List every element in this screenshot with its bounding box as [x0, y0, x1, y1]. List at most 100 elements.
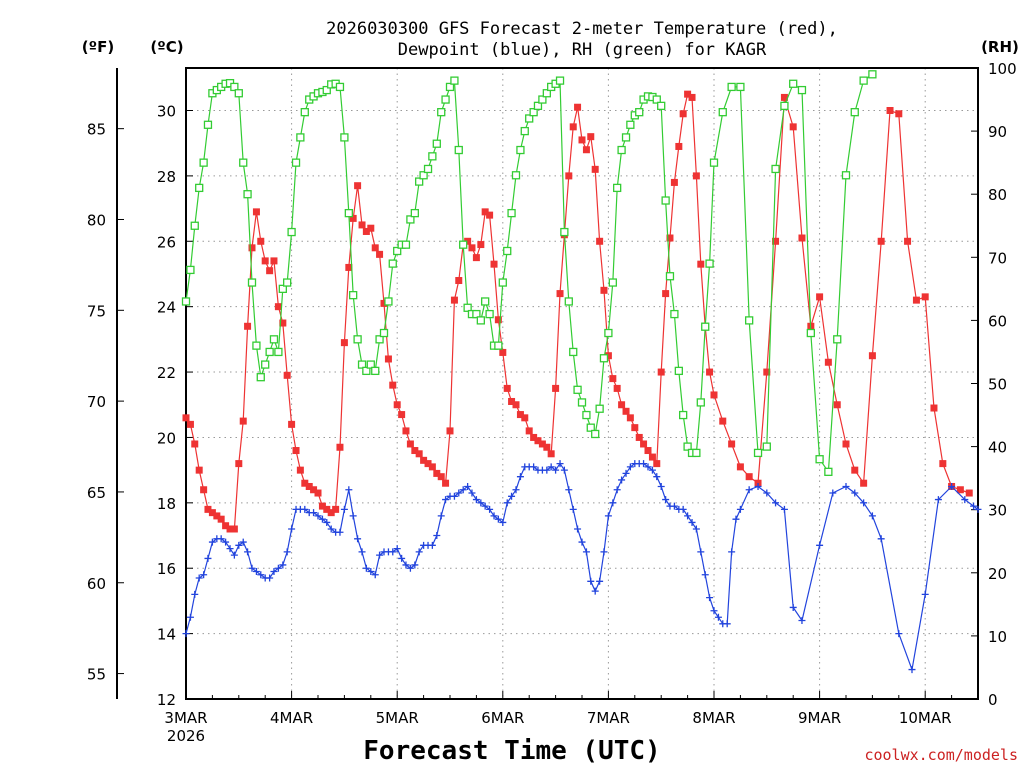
rh-point [419, 171, 428, 180]
dewpoint-point [868, 512, 876, 520]
fahrenheit-tick-label: 75 [87, 302, 106, 320]
rh-point [441, 95, 450, 104]
dewpoint-point [701, 571, 709, 579]
dewpoint-point [556, 460, 564, 468]
rh-point [287, 227, 296, 237]
dewpoint-point [684, 512, 692, 520]
dewpoint-point [530, 463, 538, 471]
series-2-meter-temperature [182, 90, 973, 533]
dewpoint-point [437, 512, 445, 520]
dewpoint-point [692, 525, 700, 533]
dewpoint-point [816, 541, 824, 549]
rh-point [485, 309, 494, 319]
dewpoint-point [508, 492, 516, 500]
temperature-point [530, 433, 538, 441]
dewpoint-point [877, 535, 885, 543]
dewpoint-point [208, 538, 216, 546]
temperature-point [626, 414, 634, 422]
rh-point [753, 448, 763, 458]
dewpoint-point [679, 505, 687, 513]
temperature-point [618, 401, 626, 409]
temperature-point [380, 299, 388, 307]
dewpoint-point [604, 512, 612, 520]
temperature-point [697, 260, 705, 268]
rh-point [555, 76, 565, 85]
rh-point [525, 114, 534, 123]
temperature-point [186, 420, 194, 428]
temperature-point [323, 505, 331, 513]
rh-point [203, 120, 213, 129]
temperature-point [609, 375, 617, 383]
temperature-point [574, 103, 582, 111]
dewpoint-point [428, 541, 436, 549]
temperature-point [688, 93, 696, 101]
dewpoint-point [688, 518, 696, 526]
temperature-point [182, 414, 190, 422]
temperature-point [706, 368, 714, 376]
rh-point [745, 316, 754, 325]
rh-point [591, 429, 600, 439]
rh-point [538, 95, 547, 104]
temperature-point [384, 355, 392, 363]
temperature-point [543, 443, 551, 451]
rh-point [613, 183, 622, 193]
rh-point [789, 79, 798, 88]
temperature-point [248, 244, 256, 252]
dewpoint-point [459, 486, 467, 494]
dewpoint-point [657, 482, 665, 490]
x-tick-label: 8MAR [692, 709, 735, 727]
temperature-point [525, 427, 533, 435]
rh-point [652, 95, 661, 104]
rh-point [256, 373, 265, 382]
dewpoint-point [248, 564, 256, 572]
temperature-point [472, 254, 480, 262]
temperature-point [222, 522, 230, 530]
dewpoint-point [908, 666, 916, 674]
dewpoint-point [468, 489, 476, 497]
temperature-point [288, 420, 296, 428]
temperature-point [736, 463, 744, 471]
rh-point [771, 164, 780, 174]
temperature-point [204, 505, 212, 513]
fahrenheit-tick-label: 85 [87, 121, 106, 139]
rh-point [683, 442, 692, 451]
dewpoint-point [345, 486, 353, 494]
temperature-point [868, 352, 876, 360]
rh-point [366, 360, 375, 369]
temperature-point [842, 440, 850, 448]
dewpoint-point [450, 492, 458, 500]
rh-point [696, 398, 705, 407]
rh-point [401, 240, 411, 249]
temperature-point [512, 401, 520, 409]
dewpoint-point [578, 538, 586, 546]
temperature-point [939, 460, 947, 468]
dewpoint-point [266, 574, 274, 582]
dewpoint-point [860, 499, 868, 507]
temperature-point [486, 211, 494, 219]
temperature-point [503, 384, 511, 392]
dewpoint-point [948, 482, 956, 490]
x-tick-label: 5MAR [376, 709, 419, 727]
credit-link[interactable]: coolwx.com/models [864, 746, 1018, 764]
temperature-point [582, 146, 590, 154]
temperature-point [640, 440, 648, 448]
dewpoint-point [697, 548, 705, 556]
rh-point [577, 398, 587, 407]
celsius-tick-label: 30 [157, 103, 176, 121]
temperature-point [860, 479, 868, 487]
x-tick-label: 7MAR [587, 709, 630, 727]
rh-point [476, 316, 485, 325]
rh-point [278, 284, 287, 294]
temperature-point [450, 296, 458, 304]
rh-point [599, 354, 609, 363]
dewpoint-point [402, 561, 410, 569]
temperature-point [261, 257, 269, 265]
temperature-point [745, 473, 753, 481]
temperature-point [305, 482, 313, 490]
temperature-point [336, 443, 344, 451]
temperature-point [684, 90, 692, 98]
dewpoint-point [186, 613, 194, 621]
dewpoint-point [565, 486, 573, 494]
temperature-point [798, 234, 806, 242]
dewpoint-point [340, 505, 348, 513]
